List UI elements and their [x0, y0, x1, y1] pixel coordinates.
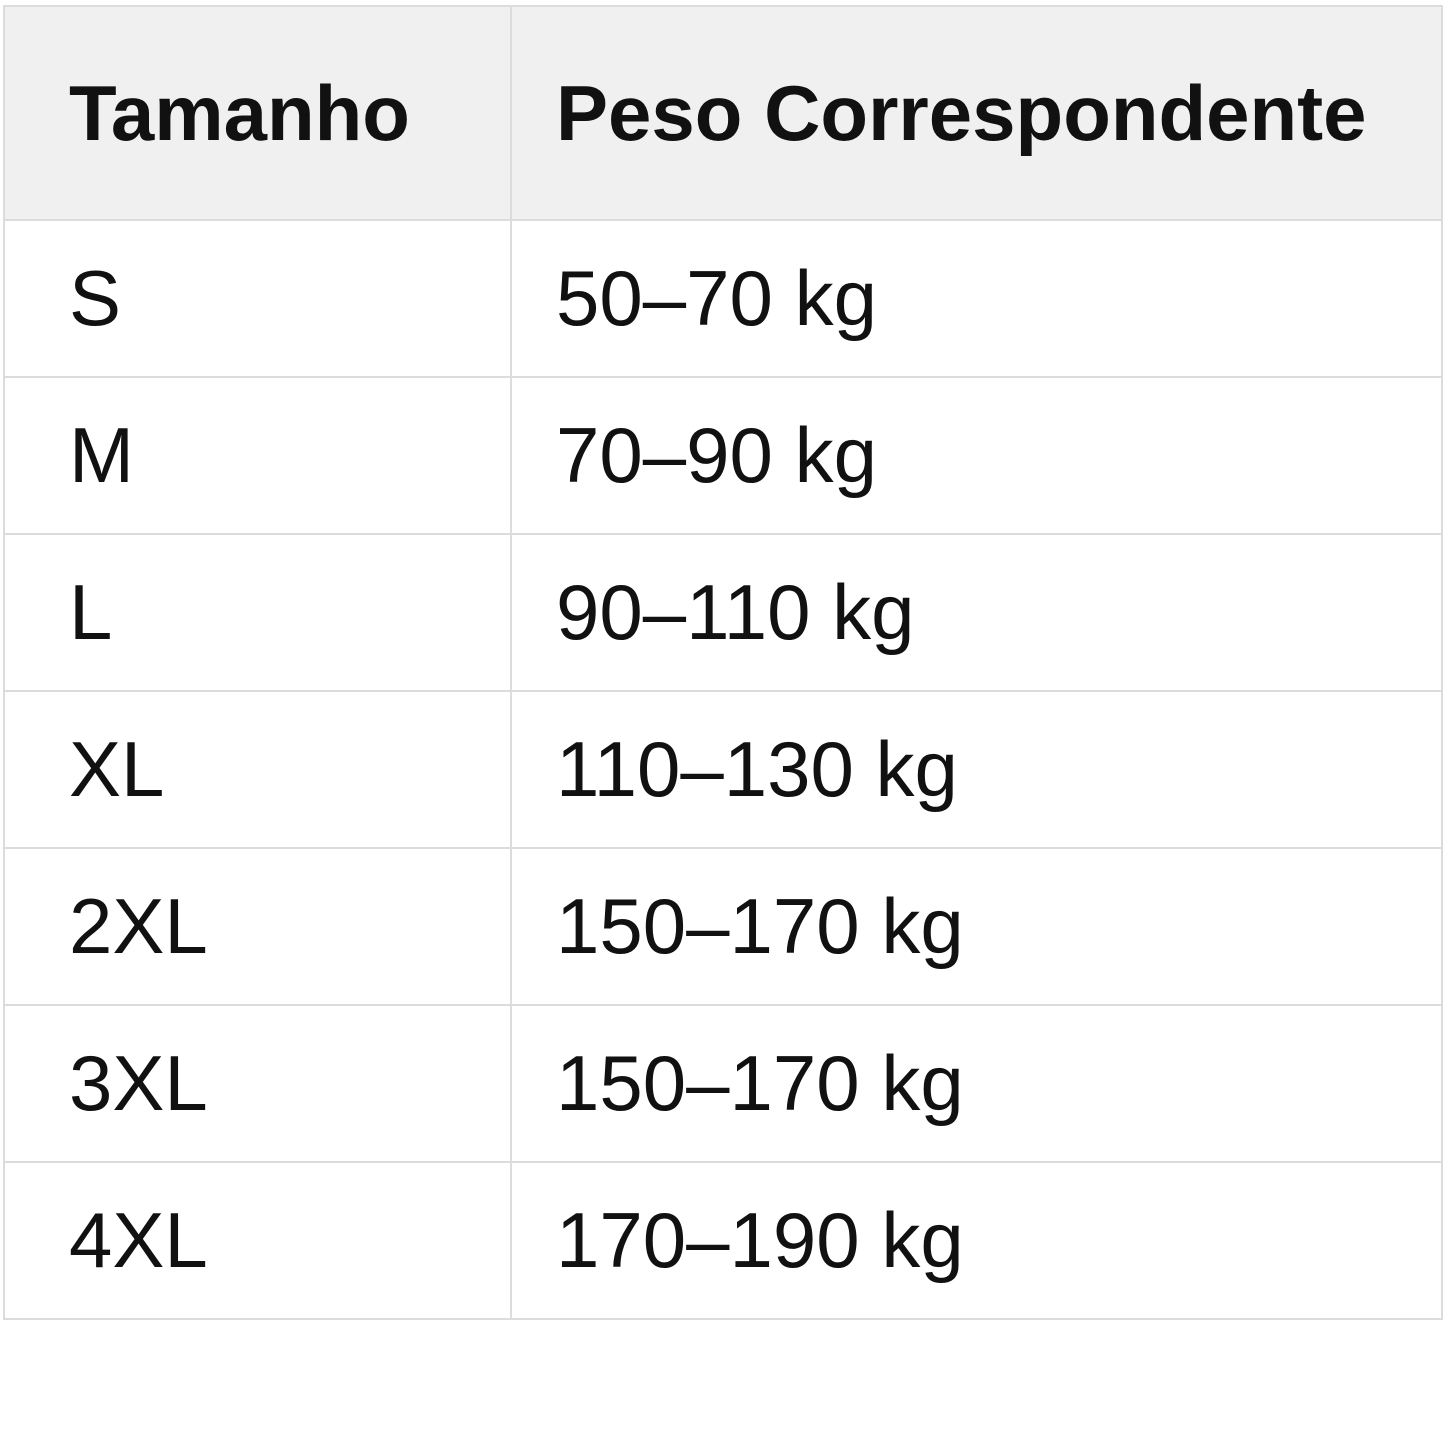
- weight-cell: 50–70 kg: [510, 219, 1443, 378]
- size-cell: XL: [3, 690, 512, 849]
- weight-cell: 90–110 kg: [510, 533, 1443, 692]
- table-row: L 90–110 kg: [3, 533, 1443, 692]
- weight-cell: 170–190 kg: [510, 1161, 1443, 1320]
- table-row: S 50–70 kg: [3, 219, 1443, 378]
- size-cell: 2XL: [3, 847, 512, 1006]
- header-size: Tamanho: [3, 5, 512, 221]
- table-row: M 70–90 kg: [3, 376, 1443, 535]
- weight-cell: 150–170 kg: [510, 847, 1443, 1006]
- header-row: Tamanho Peso Correspondente: [3, 5, 1443, 221]
- table-row: 4XL 170–190 kg: [3, 1161, 1443, 1320]
- weight-cell: 110–130 kg: [510, 690, 1443, 849]
- weight-cell: 70–90 kg: [510, 376, 1443, 535]
- table-row: XL 110–130 kg: [3, 690, 1443, 849]
- table-row: 2XL 150–170 kg: [3, 847, 1443, 1006]
- header-weight: Peso Correspondente: [510, 5, 1443, 221]
- size-table: Tamanho Peso Correspondente S 50–70 kg M 70…: [3, 5, 1443, 1320]
- weight-cell: 150–170 kg: [510, 1004, 1443, 1163]
- table-row: 3XL 150–170 kg: [3, 1004, 1443, 1163]
- size-cell: S: [3, 219, 512, 378]
- size-cell: L: [3, 533, 512, 692]
- size-cell: 4XL: [3, 1161, 512, 1320]
- size-cell: 3XL: [3, 1004, 512, 1163]
- size-cell: M: [3, 376, 512, 535]
